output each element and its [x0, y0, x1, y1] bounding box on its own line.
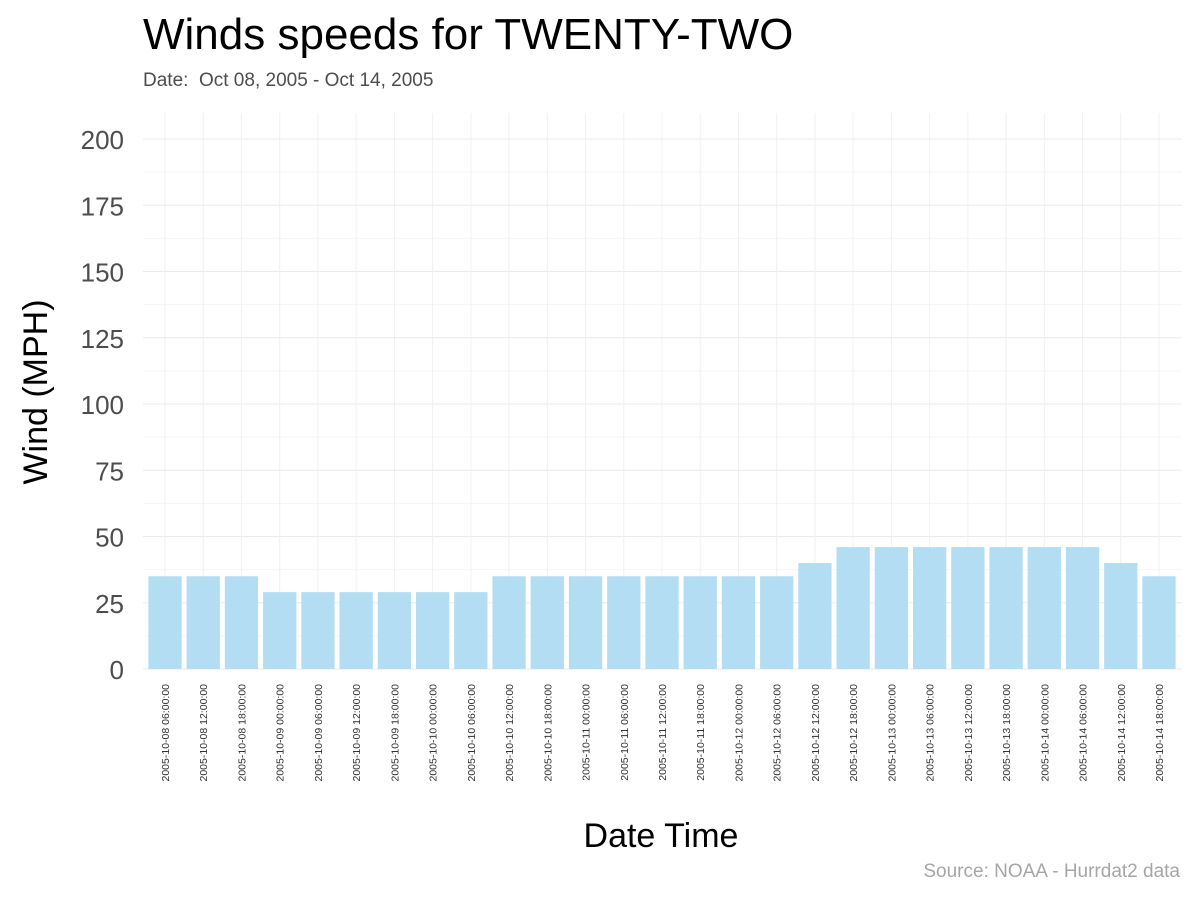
y-axis-ticks: 0 25 50 75 100 125 150 175 200: [81, 125, 124, 685]
bars: [148, 547, 1176, 669]
bar: [989, 547, 1023, 669]
bar: [301, 592, 335, 669]
bar: [1104, 563, 1138, 669]
y-tick-label: 75: [95, 456, 124, 486]
x-tick-label: 2005-10-11 06:00:00: [619, 684, 631, 781]
y-axis-label: Wind (MPH): [17, 299, 55, 484]
x-tick-label: 2005-10-10 18:00:00: [542, 684, 554, 782]
bar: [607, 576, 641, 669]
y-tick-label: 100: [81, 390, 124, 420]
bar: [186, 576, 220, 669]
bar: [224, 576, 259, 669]
x-tick-label: 2005-10-11 12:00:00: [657, 684, 669, 781]
y-tick-label: 175: [81, 191, 124, 221]
bar: [377, 592, 412, 669]
x-tick-label: 2005-10-09 12:00:00: [351, 684, 363, 782]
x-tick-label: 2005-10-14 18:00:00: [1154, 684, 1166, 782]
bar: [721, 576, 756, 669]
bar: [415, 592, 450, 669]
bar: [148, 576, 182, 669]
bar: [568, 576, 603, 669]
y-tick-label: 25: [95, 589, 124, 619]
x-tick-label: 2005-10-08 12:00:00: [198, 684, 210, 782]
bar: [836, 547, 870, 669]
x-tick-label: 2005-10-10 06:00:00: [466, 684, 478, 782]
x-tick-label: 2005-10-11 00:00:00: [581, 684, 593, 781]
bar: [454, 592, 488, 669]
x-tick-label: 2005-10-14 06:00:00: [1078, 684, 1090, 782]
bar: [912, 547, 947, 669]
x-tick-label: 2005-10-13 18:00:00: [1001, 684, 1013, 782]
x-tick-label: 2005-10-13 00:00:00: [886, 684, 898, 782]
x-tick-label: 2005-10-12 18:00:00: [848, 684, 860, 782]
x-tick-label: 2005-10-13 12:00:00: [963, 684, 975, 782]
x-tick-label: 2005-10-09 06:00:00: [313, 684, 325, 782]
bar: [951, 547, 985, 669]
x-tick-label: 2005-10-12 12:00:00: [810, 684, 822, 782]
y-tick-label: 125: [81, 324, 124, 354]
bar: [339, 592, 373, 669]
x-tick-label: 2005-10-08 06:00:00: [160, 684, 172, 782]
x-tick-label: 2005-10-10 00:00:00: [428, 684, 440, 782]
y-tick-label: 150: [81, 258, 124, 288]
bar: [1065, 547, 1100, 669]
x-tick-label: 2005-10-08 18:00:00: [237, 684, 249, 782]
y-tick-label: 50: [95, 523, 124, 553]
bar: [1142, 576, 1176, 669]
bar: [874, 547, 909, 669]
x-axis-label: Date Time: [584, 817, 739, 855]
x-tick-label: 2005-10-12 06:00:00: [772, 684, 784, 782]
bar: [263, 592, 297, 669]
y-tick-label: 200: [81, 125, 124, 155]
bar: [1027, 547, 1061, 669]
y-tick-label: 0: [110, 655, 124, 685]
x-tick-label: 2005-10-13 06:00:00: [925, 684, 937, 782]
x-tick-label: 2005-10-14 00:00:00: [1039, 684, 1051, 782]
x-tick-label: 2005-10-12 00:00:00: [734, 684, 746, 782]
x-tick-label: 2005-10-11 18:00:00: [695, 684, 707, 781]
source-caption: Source: NOAA - Hurrdat2 data: [923, 861, 1180, 882]
bar: [645, 576, 679, 669]
x-axis-ticks: 2005-10-08 06:00:00 2005-10-08 12:00:00 20…: [160, 684, 1166, 782]
x-tick-label: 2005-10-09 00:00:00: [275, 684, 287, 782]
bar: [760, 576, 794, 669]
chart-title: Winds speeds for TWENTY-TWO: [143, 10, 794, 59]
bar: [683, 576, 717, 669]
x-tick-label: 2005-10-14 12:00:00: [1116, 684, 1128, 782]
chart-subtitle: Date: Oct 08, 2005 - Oct 14, 2005: [143, 70, 434, 91]
bar: [798, 563, 832, 669]
bar: [492, 576, 526, 669]
x-tick-label: 2005-10-09 18:00:00: [389, 684, 401, 782]
x-tick-label: 2005-10-10 12:00:00: [504, 684, 516, 782]
bar: [530, 576, 564, 669]
